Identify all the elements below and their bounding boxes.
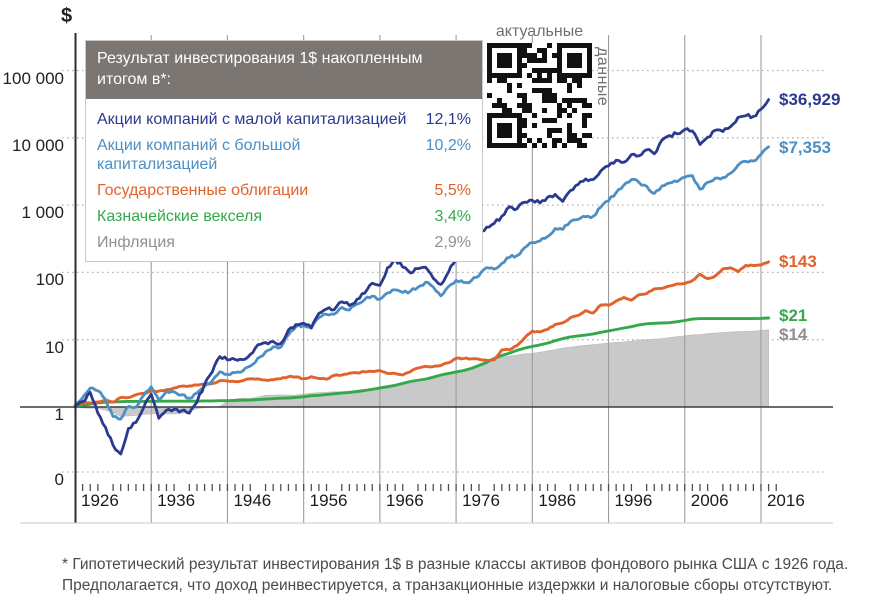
legend-item-value: 12,1% <box>425 110 471 128</box>
legend-rows: Акции компаний с малой капитализацией 12… <box>86 99 482 261</box>
x-axis-tick-label: 1946 <box>233 491 272 510</box>
legend-title: Результат инвестирования 1$ накопленным … <box>86 41 482 99</box>
series-end-label-inflation: $14 <box>779 325 808 344</box>
legend: Результат инвестирования 1$ накопленным … <box>85 40 483 262</box>
legend-item-label: Казначейские векселя <box>97 207 262 225</box>
footnote: * Гипотетический результат инвестировани… <box>62 556 849 595</box>
y-axis-tick-label: 0 <box>54 470 64 489</box>
legend-item-value: 10,2% <box>425 136 471 154</box>
x-axis-tick-label: 1996 <box>614 491 653 510</box>
qr-caption-side: данные <box>594 47 611 107</box>
y-axis-tick-label: 1 <box>54 405 64 424</box>
y-axis-tick-label: 10 000 <box>12 135 64 155</box>
legend-item-label: Акции компаний с малой капитализацией <box>97 110 407 128</box>
y-axis-tick-label: 100 000 <box>2 68 64 88</box>
legend-item-value: 5,5% <box>434 181 471 199</box>
legend-item-label: Акции компаний с большой капитализацией <box>97 136 301 173</box>
series-end-label-small-cap: $36,929 <box>779 90 841 109</box>
legend-item-label: Инфляция <box>97 233 175 251</box>
series-end-label-bonds: $143 <box>779 252 817 271</box>
legend-item-value: 3,4% <box>434 207 471 225</box>
y-axis-tick-label: 10 <box>45 337 64 357</box>
qr-code <box>487 43 592 148</box>
series-end-label-large-cap: $7,353 <box>779 138 831 157</box>
series-end-label-tbills: $21 <box>779 306 808 325</box>
x-axis-tick-label: 1936 <box>157 491 196 510</box>
x-axis-tick-label: 1926 <box>81 491 119 510</box>
legend-item-label: Государственные облигации <box>97 181 309 199</box>
x-axis-tick-label: 1966 <box>385 491 424 510</box>
qr-caption-top: актуальные <box>495 23 584 40</box>
legend-item-government-bonds: Государственные облигации 5,5% <box>86 177 482 203</box>
qr-code-block: актуальные данные <box>487 23 611 148</box>
y-axis-tick-label: 1 000 <box>21 203 64 223</box>
legend-item-inflation: Инфляция 2,9% <box>86 229 482 255</box>
legend-item-treasury-bills: Казначейские векселя 3,4% <box>86 203 482 229</box>
x-axis-tick-label: 2006 <box>690 491 729 510</box>
y-axis-tick-label: 100 <box>35 270 64 290</box>
legend-item-large-cap-stocks: Акции компаний с большой капитализацией … <box>86 132 482 177</box>
x-axis-tick-label: 1976 <box>462 491 500 510</box>
legend-item-value: 2,9% <box>434 233 471 251</box>
x-axis-tick-label: 1956 <box>309 491 348 510</box>
x-axis-tick-label: 1986 <box>538 491 577 510</box>
legend-item-small-cap-stocks: Акции компаний с малой капитализацией 12… <box>86 106 482 132</box>
y-axis-unit-label: $ <box>61 5 73 27</box>
x-axis-tick-label: 2016 <box>766 491 805 510</box>
